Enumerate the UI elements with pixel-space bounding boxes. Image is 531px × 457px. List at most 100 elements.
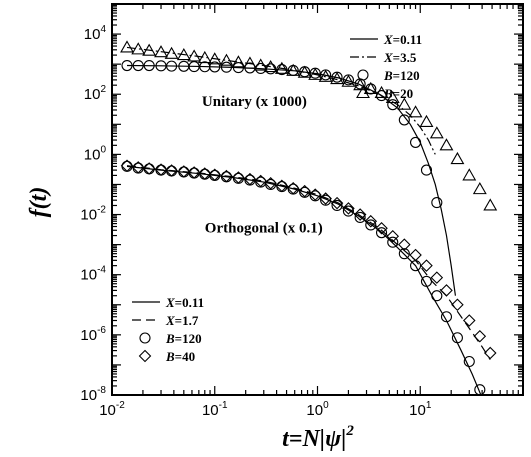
legend-marker-circle [357, 69, 369, 81]
legend-entry-label: X=3.5 [383, 50, 417, 65]
unitary-circle-point [409, 136, 422, 148]
unitary-circle-point [398, 114, 410, 126]
orthogonal-diamond-point [142, 162, 156, 175]
y-tick-label: 102 [84, 84, 107, 103]
orthogonal-diamond-point [308, 188, 322, 201]
unitary-triangle-point [142, 43, 157, 56]
unitary-circle-point [420, 164, 433, 176]
orthogonal-diamond-point [386, 229, 400, 243]
y-axis-title: f(t) [26, 187, 52, 218]
unitary-triangle-point [318, 69, 333, 82]
unitary-triangle-point [341, 74, 356, 87]
group-annotation: Orthogonal (x 0.1) [205, 221, 323, 237]
data-points [120, 40, 498, 395]
legend-entry-label: X=0.11 [165, 295, 204, 310]
orthogonal-diamond-point [275, 179, 289, 193]
unitary-triangle-point [131, 42, 146, 55]
orthogonal-circle-point [474, 384, 486, 395]
legend-entry-symbol: B [165, 331, 175, 346]
legend-entry-symbol: B [383, 86, 393, 101]
unitary-triangle-point [297, 65, 312, 78]
axis-ticks [111, 4, 523, 396]
y-tick-label-exponent: -2 [97, 205, 106, 216]
x-axis-title-exponent: 2 [345, 423, 354, 439]
orthogonal-diamond-point [319, 192, 332, 205]
unitary-triangle-point [197, 50, 212, 64]
orthogonal-diamond-point [208, 168, 222, 182]
legend-entry-label: B=120 [165, 331, 202, 346]
unitary-triangle-point [330, 71, 345, 85]
orthogonal-diamond-point [298, 184, 311, 198]
unitary-triangle-point [286, 63, 301, 76]
unitary-triangle-point [154, 45, 168, 58]
orthogonal-fit-line-dashed [126, 165, 491, 360]
y-tick-label-exponent: -6 [97, 325, 106, 336]
legend-entry-label: X=1.7 [165, 313, 199, 328]
orthogonal-diamond-series [120, 159, 497, 360]
y-tick-label-exponent: 4 [100, 24, 106, 35]
x-tick-label-base: 10 [202, 402, 219, 419]
unitary-circle-point [143, 59, 155, 72]
unitary-triangle-point [164, 46, 179, 59]
orthogonal-diamond-point [243, 172, 257, 186]
unitary-circle-point [188, 61, 200, 73]
x-axis-title-main: t=N|ψ| [282, 426, 346, 452]
orthogonal-diamond-point [483, 346, 497, 360]
legend-entry-symbol: X [383, 50, 393, 65]
y-tick-label-base: 10 [80, 387, 97, 404]
legend-entry-value: =120 [175, 331, 202, 346]
group-annotations: Unitary (x 1000) Orthogonal (x 0.1) [202, 94, 323, 236]
x-tick-label-exponent: -1 [219, 400, 228, 411]
unitary-triangle-point [429, 126, 444, 139]
x-tick-label-exponent: -2 [116, 400, 125, 411]
orthogonal-diamond-point [330, 196, 344, 210]
unitary-circle-point [166, 60, 178, 72]
orthogonal-circle-point [331, 199, 343, 212]
orthogonal-diamond-point [420, 259, 433, 272]
orthogonal-circle-point [320, 194, 332, 206]
unitary-circle-point [387, 99, 399, 111]
unitary-triangle-point [274, 61, 289, 74]
x-tick-label-base: 10 [99, 402, 116, 419]
unitary-circle-point [276, 64, 288, 76]
orthogonal-diamond-point [342, 202, 355, 215]
legend-entry-label: B=40 [165, 349, 195, 364]
legend-entry-symbol: X [165, 313, 175, 328]
x-tick-label-exponent: 1 [426, 400, 432, 411]
legend-entry-symbol: X [165, 295, 175, 310]
y-tick-label-exponent: 2 [100, 84, 106, 95]
orthogonal-diamond-point [451, 298, 464, 312]
orthogonal-circle-point [420, 275, 433, 287]
unitary-circle-point [209, 61, 221, 73]
orthogonal-circle-point [365, 219, 377, 231]
orthogonal-diamond-point [254, 174, 267, 188]
legend-entry-symbol: B [383, 68, 393, 83]
unitary-triangle-point [242, 56, 257, 69]
y-tick-label-base: 10 [84, 146, 101, 163]
orthogonal-diamond-point [198, 167, 212, 180]
legend-entry-value: =40 [175, 349, 195, 364]
orthogonal-diamond-point [398, 238, 411, 251]
orthogonal-circle-point [354, 211, 366, 224]
x-tick-label: 10-1 [202, 400, 228, 419]
unitary-triangle-point [439, 138, 454, 151]
orthogonal-diamond-point [220, 169, 233, 183]
unitary-circle-point [121, 59, 133, 72]
x-tick-label-exponent: 0 [323, 400, 329, 411]
legend-marker-diamond [138, 349, 152, 363]
y-tick-label-exponent: -4 [97, 265, 106, 276]
unitary-triangle-point [483, 198, 498, 211]
orthogonal-diamond-point [131, 161, 145, 174]
unitary-triangle-point [219, 53, 234, 66]
orthogonal-diamond-point [430, 271, 444, 284]
x-tick-label-base: 10 [306, 402, 323, 419]
y-tick-label-base: 10 [80, 207, 97, 224]
legend-entry-symbol: X [383, 32, 393, 47]
x-axis-title: t=N|ψ|2 [282, 423, 354, 452]
legend-marker-circle [139, 332, 151, 344]
legend-entry-label: B=120 [383, 68, 420, 83]
unitary-triangle-point [176, 47, 191, 61]
orthogonal-diamond-point [286, 181, 300, 195]
unitary-circle-point [431, 197, 443, 209]
unitary-triangle-point [263, 59, 278, 73]
